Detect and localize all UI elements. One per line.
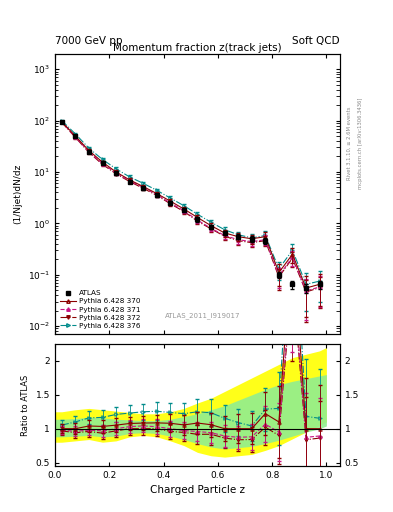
Y-axis label: Ratio to ATLAS: Ratio to ATLAS: [21, 374, 30, 436]
Text: ATLAS_2011_I919017: ATLAS_2011_I919017: [165, 312, 241, 318]
Text: 7000 GeV pp: 7000 GeV pp: [55, 36, 123, 46]
Title: Momentum fraction z(track jets): Momentum fraction z(track jets): [113, 43, 282, 53]
Legend: ATLAS, Pythia 6.428 370, Pythia 6.428 371, Pythia 6.428 372, Pythia 6.428 376: ATLAS, Pythia 6.428 370, Pythia 6.428 37…: [59, 289, 142, 330]
Y-axis label: (1/Njet)dN/dz: (1/Njet)dN/dz: [13, 164, 22, 224]
Text: Soft QCD: Soft QCD: [292, 36, 340, 46]
Text: Rivet 3.1.10, ≥ 2.6M events: Rivet 3.1.10, ≥ 2.6M events: [347, 106, 352, 180]
X-axis label: Charged Particle z: Charged Particle z: [150, 485, 245, 495]
Text: mcplots.cern.ch [arXiv:1306.3436]: mcplots.cern.ch [arXiv:1306.3436]: [358, 98, 363, 189]
